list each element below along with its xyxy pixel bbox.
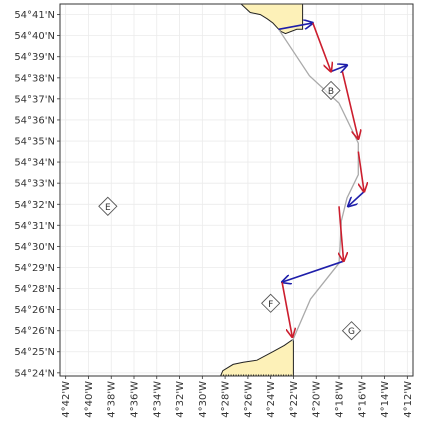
waypoint-label: E [105,203,111,213]
waypoint-label: G [348,327,355,337]
lon-tick-label: 4°34'W [152,381,163,418]
lat-tick-label: 54°40'N [14,31,55,42]
lat-tick-label: 54°29'N [14,263,55,274]
blue-arrow [278,23,313,31]
map-frame [59,3,414,377]
land-south [220,339,294,376]
land-south-coastline [220,338,294,376]
lon-tick-label: 4°26'W [243,381,254,418]
red-arrow [312,22,331,72]
red-arrow [341,71,358,139]
lon-tick-label: 4°42'W [61,381,72,418]
lat-tick-label: 54°31'N [14,221,55,232]
lon-tick-label: 4°32'W [175,381,186,418]
lon-tick-label: 4°30'W [198,381,209,418]
lon-tick-label: 4°22'W [289,381,300,418]
lat-tick-label: 54°25'N [14,347,55,358]
lat-tick-label: 54°37'N [14,94,55,105]
blue-arrow [282,260,344,282]
land-north [241,4,303,34]
lat-tick-label: 54°26'N [14,326,55,337]
lat-tick-label: 54°34'N [14,158,55,169]
latitude-axis: 54°41'N 54°40'N 54°39'N 54°38'N 54°37'N 54°36… [14,10,60,379]
lon-tick-label: 4°20'W [312,381,323,418]
lon-tick-label: 4°36'W [130,381,141,418]
lat-tick-label: 54°38'N [14,73,55,84]
lat-tick-label: 54°26'N [14,305,55,316]
lon-tick-label: 4°38'W [107,381,118,418]
lon-tick-label: 4°14'W [380,381,391,418]
lat-tick-label: 54°28'N [14,284,55,295]
lat-tick-label: 54°35'N [14,137,55,148]
waypoint-marker [261,293,281,313]
arrow-layer [278,22,365,337]
waypoint-b: B [321,80,341,101]
lon-tick-label: 4°18'W [334,381,345,418]
waypoint-marker [321,80,341,101]
lat-tick-label: 54°24'N [14,368,55,379]
waypoint-e: E [98,196,118,216]
lon-tick-label: 4°16'W [357,381,368,418]
lon-tick-label: 4°12'W [403,381,414,418]
red-arrow [339,206,344,261]
waypoint-label: F [268,300,273,310]
waypoint-label: B [328,87,334,97]
waypoint-f: F [261,293,281,313]
waypoint-layer: B E F G [98,80,362,341]
waypoint-g: G [341,321,362,341]
waypoint-marker [98,196,118,216]
lon-tick-label: 4°28'W [221,381,232,418]
lon-tick-label: 4°24'W [266,381,277,418]
red-arrow [357,151,364,192]
lat-tick-label: 54°36'N [14,115,55,126]
longitude-axis: 4°42'W 4°40'W 4°38'W 4°36'W 4°34'W 4°32'W 4°30… [61,376,414,418]
lon-tick-label: 4°40'W [84,381,95,418]
blue-arrow [330,65,347,71]
lat-tick-label: 54°39'N [14,52,55,63]
lat-tick-label: 54°32'N [14,200,55,211]
lat-tick-label: 54°41'N [14,10,55,21]
waypoint-marker [341,321,362,341]
land-layer [220,4,304,376]
lat-tick-label: 54°33'N [14,179,55,190]
lat-tick-label: 54°30'N [14,242,55,253]
red-arrow [281,282,292,337]
blue-arrow [348,191,365,207]
